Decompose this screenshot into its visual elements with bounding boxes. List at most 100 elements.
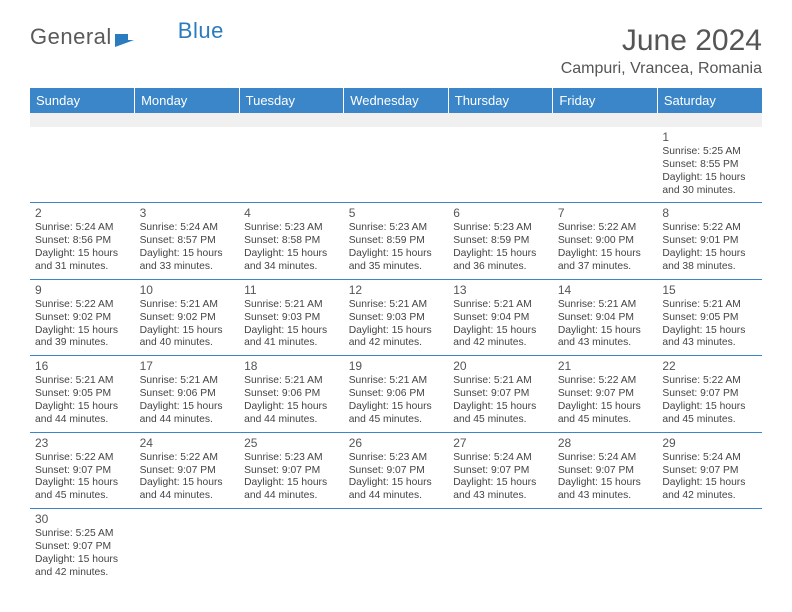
day-number: 1 (662, 130, 757, 145)
day-number: 20 (453, 359, 548, 374)
day-number: 17 (140, 359, 235, 374)
day-number: 10 (140, 283, 235, 298)
sunrise-text: Sunrise: 5:21 AM (453, 375, 548, 388)
sunrise-text: Sunrise: 5:25 AM (662, 146, 757, 159)
sunrise-text: Sunrise: 5:22 AM (35, 452, 130, 465)
sunrise-text: Sunrise: 5:23 AM (453, 222, 548, 235)
day-cell: 19Sunrise: 5:21 AMSunset: 9:06 PMDayligh… (344, 356, 449, 432)
day-number: 19 (349, 359, 444, 374)
day-number: 24 (140, 436, 235, 451)
day-cell: 26Sunrise: 5:23 AMSunset: 9:07 PMDayligh… (344, 432, 449, 508)
sunset-text: Sunset: 9:07 PM (558, 465, 653, 478)
day-number: 22 (662, 359, 757, 374)
sunrise-text: Sunrise: 5:23 AM (244, 452, 339, 465)
sunset-text: Sunset: 9:07 PM (35, 465, 130, 478)
sunrise-text: Sunrise: 5:22 AM (662, 222, 757, 235)
day-cell (135, 127, 240, 203)
sunrise-text: Sunrise: 5:21 AM (349, 299, 444, 312)
daylight-text: Daylight: 15 hours and 44 minutes. (349, 477, 444, 503)
daylight-text: Daylight: 15 hours and 43 minutes. (662, 325, 757, 351)
day-cell (553, 127, 658, 203)
daylight-text: Daylight: 15 hours and 44 minutes. (35, 401, 130, 427)
sunset-text: Sunset: 9:05 PM (662, 312, 757, 325)
sunset-text: Sunset: 8:55 PM (662, 159, 757, 172)
daylight-text: Daylight: 15 hours and 42 minutes. (662, 477, 757, 503)
sunrise-text: Sunrise: 5:21 AM (35, 375, 130, 388)
sunset-text: Sunset: 9:07 PM (662, 465, 757, 478)
sunrise-text: Sunrise: 5:22 AM (558, 222, 653, 235)
daylight-text: Daylight: 15 hours and 40 minutes. (140, 325, 235, 351)
blank-cell (553, 113, 658, 127)
day-cell: 5Sunrise: 5:23 AMSunset: 8:59 PMDaylight… (344, 203, 449, 279)
blank-cell (239, 113, 344, 127)
daylight-text: Daylight: 15 hours and 30 minutes. (662, 172, 757, 198)
day-number: 4 (244, 206, 339, 221)
day-header: Wednesday (344, 88, 449, 113)
day-number: 8 (662, 206, 757, 221)
day-number: 11 (244, 283, 339, 298)
day-cell: 18Sunrise: 5:21 AMSunset: 9:06 PMDayligh… (239, 356, 344, 432)
calendar-body: 1Sunrise: 5:25 AMSunset: 8:55 PMDaylight… (30, 113, 762, 585)
day-header: Sunday (30, 88, 135, 113)
sunset-text: Sunset: 9:03 PM (349, 312, 444, 325)
month-title: June 2024 (561, 24, 762, 58)
day-header: Saturday (657, 88, 762, 113)
day-number: 30 (35, 512, 130, 527)
sunrise-text: Sunrise: 5:23 AM (349, 452, 444, 465)
daylight-text: Daylight: 15 hours and 44 minutes. (140, 401, 235, 427)
daylight-text: Daylight: 15 hours and 39 minutes. (35, 325, 130, 351)
sunset-text: Sunset: 9:07 PM (244, 465, 339, 478)
brand-word1: General (30, 24, 112, 50)
sunset-text: Sunset: 9:00 PM (558, 235, 653, 248)
day-number: 6 (453, 206, 548, 221)
day-cell (30, 127, 135, 203)
day-cell: 2Sunrise: 5:24 AMSunset: 8:56 PMDaylight… (30, 203, 135, 279)
flag-icon (114, 29, 136, 45)
day-cell: 12Sunrise: 5:21 AMSunset: 9:03 PMDayligh… (344, 279, 449, 355)
daylight-text: Daylight: 15 hours and 35 minutes. (349, 248, 444, 274)
day-number: 26 (349, 436, 444, 451)
day-cell (239, 509, 344, 585)
sunset-text: Sunset: 9:07 PM (453, 388, 548, 401)
sunrise-text: Sunrise: 5:24 AM (662, 452, 757, 465)
day-cell (239, 127, 344, 203)
sunset-text: Sunset: 9:07 PM (35, 541, 130, 554)
blank-cell (657, 113, 762, 127)
day-header: Monday (135, 88, 240, 113)
day-cell: 3Sunrise: 5:24 AMSunset: 8:57 PMDaylight… (135, 203, 240, 279)
day-cell (657, 509, 762, 585)
sunrise-text: Sunrise: 5:23 AM (349, 222, 444, 235)
day-cell: 4Sunrise: 5:23 AMSunset: 8:58 PMDaylight… (239, 203, 344, 279)
day-cell: 24Sunrise: 5:22 AMSunset: 9:07 PMDayligh… (135, 432, 240, 508)
sunrise-text: Sunrise: 5:21 AM (662, 299, 757, 312)
day-cell: 14Sunrise: 5:21 AMSunset: 9:04 PMDayligh… (553, 279, 658, 355)
day-number: 3 (140, 206, 235, 221)
day-cell: 30Sunrise: 5:25 AMSunset: 9:07 PMDayligh… (30, 509, 135, 585)
daylight-text: Daylight: 15 hours and 44 minutes. (244, 401, 339, 427)
day-number: 15 (662, 283, 757, 298)
day-number: 12 (349, 283, 444, 298)
daylight-text: Daylight: 15 hours and 37 minutes. (558, 248, 653, 274)
day-cell: 25Sunrise: 5:23 AMSunset: 9:07 PMDayligh… (239, 432, 344, 508)
daylight-text: Daylight: 15 hours and 31 minutes. (35, 248, 130, 274)
day-cell: 15Sunrise: 5:21 AMSunset: 9:05 PMDayligh… (657, 279, 762, 355)
brand-logo: General Blue (30, 24, 224, 50)
day-number: 14 (558, 283, 653, 298)
day-cell (553, 509, 658, 585)
day-number: 2 (35, 206, 130, 221)
day-header: Tuesday (239, 88, 344, 113)
daylight-text: Daylight: 15 hours and 43 minutes. (453, 477, 548, 503)
day-cell: 29Sunrise: 5:24 AMSunset: 9:07 PMDayligh… (657, 432, 762, 508)
sunset-text: Sunset: 9:06 PM (349, 388, 444, 401)
sunrise-text: Sunrise: 5:21 AM (453, 299, 548, 312)
day-number: 9 (35, 283, 130, 298)
day-cell (135, 509, 240, 585)
day-cell: 27Sunrise: 5:24 AMSunset: 9:07 PMDayligh… (448, 432, 553, 508)
day-number: 5 (349, 206, 444, 221)
daylight-text: Daylight: 15 hours and 34 minutes. (244, 248, 339, 274)
day-number: 7 (558, 206, 653, 221)
daylight-text: Daylight: 15 hours and 45 minutes. (349, 401, 444, 427)
location-text: Campuri, Vrancea, Romania (561, 60, 762, 78)
sunset-text: Sunset: 9:07 PM (453, 465, 548, 478)
sunset-text: Sunset: 9:04 PM (453, 312, 548, 325)
